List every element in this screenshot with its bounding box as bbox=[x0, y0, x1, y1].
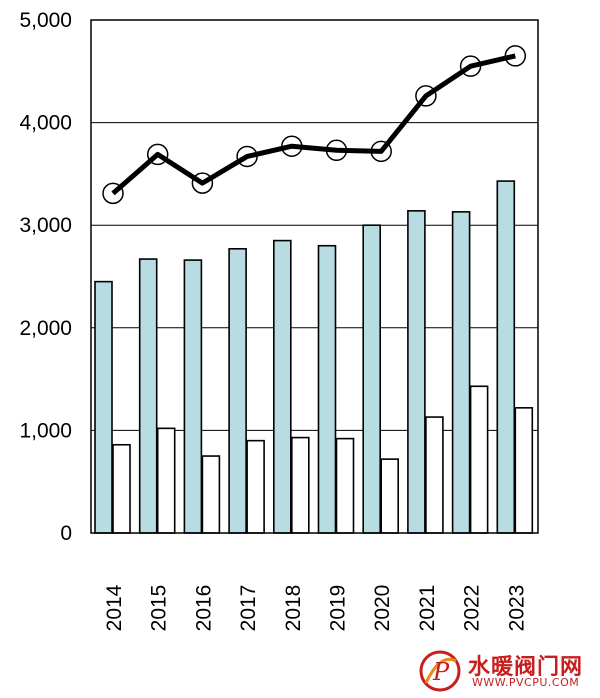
plot-frame bbox=[90, 19, 539, 534]
bar bbox=[407, 210, 426, 534]
x-tick-label: 2018 bbox=[282, 585, 305, 632]
bar bbox=[201, 455, 221, 534]
line-point bbox=[459, 55, 482, 77]
x-tick-label: 2021 bbox=[416, 585, 439, 632]
bar bbox=[380, 458, 400, 534]
y-tick-label: 4,000 bbox=[19, 112, 72, 135]
watermark-logo-icon: P bbox=[419, 650, 461, 692]
x-tick-label: 2022 bbox=[461, 585, 484, 632]
x-tick-label: 2017 bbox=[237, 585, 260, 632]
bar bbox=[183, 259, 203, 534]
bar bbox=[425, 416, 444, 534]
line-point bbox=[281, 135, 303, 157]
bar bbox=[317, 244, 337, 534]
line-point bbox=[102, 182, 124, 205]
bar bbox=[156, 427, 176, 534]
bar bbox=[228, 247, 247, 534]
bar bbox=[469, 385, 489, 534]
x-tick-label: 2020 bbox=[371, 585, 394, 632]
bar bbox=[138, 258, 158, 534]
bar bbox=[290, 436, 310, 534]
watermark-url: WWW.PVCPU.COM bbox=[472, 676, 580, 689]
watermark-text: 水暖阀门网 bbox=[468, 655, 584, 680]
bar bbox=[335, 437, 355, 534]
y-tick-label: 0 bbox=[60, 522, 72, 545]
line-point bbox=[191, 172, 214, 194]
x-tick-label: 2014 bbox=[103, 584, 126, 631]
bar bbox=[362, 224, 382, 534]
x-tick-label: 2019 bbox=[327, 585, 350, 632]
line-point bbox=[146, 143, 169, 166]
y-tick-label: 5,000 bbox=[19, 9, 72, 32]
watermark-logo-letter: P bbox=[432, 658, 450, 686]
line-point bbox=[236, 145, 258, 168]
line-point bbox=[415, 85, 437, 107]
bar bbox=[496, 180, 516, 534]
bar bbox=[272, 239, 292, 534]
x-tick-label: 2015 bbox=[148, 585, 171, 632]
x-tick-label: 2016 bbox=[192, 585, 215, 632]
bar bbox=[246, 439, 265, 534]
y-tick-label: 3,000 bbox=[19, 214, 72, 237]
line-point bbox=[370, 140, 392, 163]
x-tick-label: 2023 bbox=[505, 585, 528, 632]
line-point bbox=[504, 45, 527, 67]
y-tick-label: 2,000 bbox=[19, 317, 72, 340]
series-line bbox=[111, 53, 516, 196]
line-point bbox=[325, 139, 348, 162]
bar bbox=[94, 280, 113, 534]
bar bbox=[514, 407, 534, 534]
watermark: P 水暖阀门网 WWW.PVCPU.COM bbox=[416, 647, 594, 693]
bar bbox=[112, 443, 131, 534]
bar bbox=[451, 211, 471, 534]
y-tick-label: 1,000 bbox=[19, 419, 72, 442]
